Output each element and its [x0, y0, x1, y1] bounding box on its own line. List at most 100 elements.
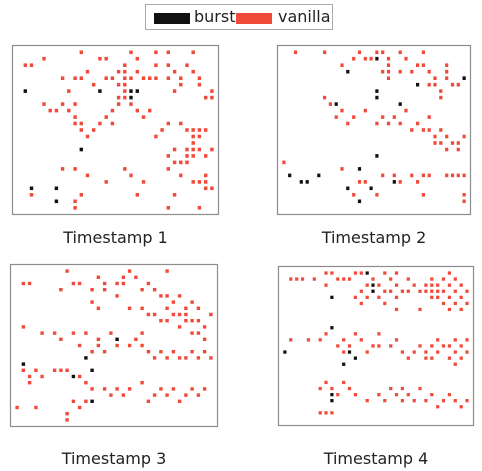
vanilla-point [400, 386, 404, 391]
vanilla-point [424, 350, 428, 354]
vanilla-point [459, 405, 463, 409]
vanilla-point [166, 167, 170, 171]
vanilla-point [392, 115, 396, 119]
vanilla-point [77, 405, 82, 410]
vanilla-point [377, 283, 381, 287]
vanilla-point [159, 387, 163, 391]
vanilla-point [190, 387, 194, 391]
vanilla-point [436, 289, 440, 293]
vanilla-point [445, 134, 449, 139]
vanilla-point [412, 350, 416, 354]
vanilla-point [110, 121, 115, 126]
vanilla-point [79, 50, 83, 55]
vanilla-point [421, 50, 425, 55]
vanilla-point [159, 294, 163, 298]
vanilla-point [330, 386, 334, 391]
vanilla-point [445, 69, 449, 74]
vanilla-point [383, 301, 387, 306]
vanilla-point [369, 56, 373, 61]
vanilla-point [353, 332, 357, 336]
vanilla-point [386, 56, 391, 61]
vanilla-point [410, 173, 414, 178]
vanilla-point [116, 82, 121, 87]
vanilla-point [447, 344, 451, 348]
vanilla-point [166, 206, 170, 210]
scatter-plot-2 [276, 44, 472, 216]
vanilla-point [84, 381, 88, 385]
vanilla-point [436, 405, 440, 409]
vanilla-point [210, 186, 214, 191]
burst-point [330, 393, 334, 397]
vanilla-point [141, 76, 146, 80]
burst-point [342, 362, 346, 366]
vanilla-point [65, 368, 69, 372]
vanilla-point [179, 82, 183, 87]
vanilla-point [191, 128, 195, 132]
vanilla-point [439, 128, 443, 132]
vanilla-point [404, 56, 408, 61]
vanilla-point [191, 50, 195, 55]
vanilla-point [447, 271, 451, 275]
vanilla-point [427, 173, 431, 178]
vanilla-point [127, 343, 132, 348]
vanilla-point [172, 89, 177, 93]
vanilla-point [185, 63, 189, 67]
vanilla-point [418, 386, 422, 391]
vanilla-point [65, 418, 69, 422]
vanilla-point [116, 69, 121, 74]
vanilla-point [190, 331, 194, 335]
vanilla-point [462, 199, 466, 204]
burst-point [54, 199, 59, 204]
vanilla-point [165, 269, 169, 273]
vanilla-point [353, 393, 357, 397]
vanilla-point [197, 206, 202, 210]
vanilla-point [177, 399, 182, 403]
vanilla-point [352, 193, 356, 197]
vanilla-point [465, 399, 469, 403]
vanilla-point [430, 393, 434, 397]
vanilla-point [171, 350, 176, 354]
vanilla-point [210, 147, 214, 152]
vanilla-point [184, 393, 188, 397]
vanilla-point [123, 69, 127, 74]
vanilla-point [15, 405, 19, 410]
vanilla-point [92, 128, 96, 132]
vanilla-point [73, 167, 77, 171]
vanilla-point [172, 69, 177, 74]
vanilla-point [318, 338, 322, 342]
vanilla-point [84, 399, 88, 403]
vanilla-point [347, 277, 352, 281]
burst-point [299, 180, 303, 184]
vanilla-point [59, 368, 63, 372]
vanilla-point [110, 108, 115, 113]
vanilla-point [96, 275, 101, 279]
panel-timestamp-2: Timestamp 2 [276, 44, 472, 265]
vanilla-point [433, 141, 437, 145]
vanilla-point [98, 56, 102, 61]
vanilla-point [436, 350, 440, 354]
vanilla-point [204, 95, 208, 100]
vanilla-point [191, 147, 195, 152]
panel-timestamp-1: Timestamp 1 [11, 44, 220, 265]
vanilla-point [421, 173, 425, 178]
vanilla-point [104, 56, 108, 61]
vanilla-point [185, 154, 189, 158]
burst-point [71, 374, 76, 379]
vanilla-point [141, 180, 146, 184]
vanilla-point [102, 288, 107, 292]
vanilla-point [166, 76, 170, 80]
vanilla-point [334, 115, 338, 119]
vanilla-point [79, 121, 83, 126]
vanilla-point [73, 102, 77, 106]
burst-point [129, 95, 133, 100]
burst-point [353, 356, 357, 360]
vanilla-point [462, 193, 466, 197]
burst-point [305, 180, 309, 184]
vanilla-point [377, 344, 381, 348]
vanilla-point [134, 337, 138, 341]
vanilla-point [340, 108, 344, 113]
vanilla-point [65, 269, 69, 273]
vanilla-point [179, 173, 183, 178]
burst-point [334, 102, 338, 106]
vanilla-point [447, 356, 451, 360]
